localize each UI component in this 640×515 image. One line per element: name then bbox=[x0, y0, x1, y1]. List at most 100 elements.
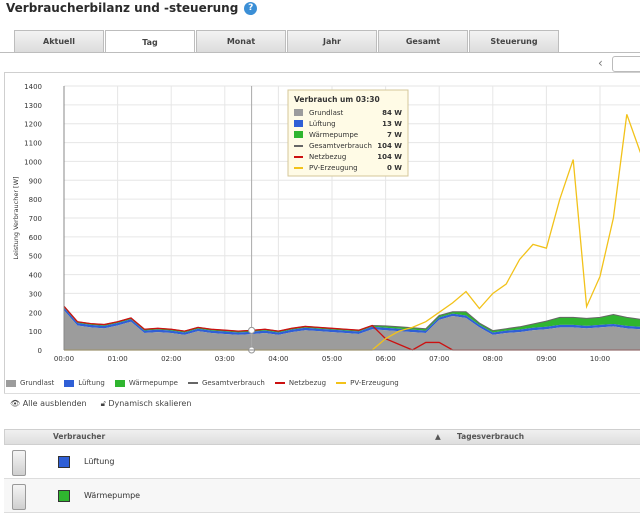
header-daily[interactable]: Tagesverbrauch bbox=[457, 432, 525, 441]
tooltip-swatch bbox=[294, 109, 303, 116]
color-swatch bbox=[58, 456, 70, 468]
header-consumer[interactable]: Verbraucher bbox=[53, 432, 106, 441]
tab-jahr[interactable]: Jahr bbox=[287, 30, 377, 52]
legend-swatch bbox=[6, 379, 16, 387]
table-row[interactable]: Lüftung bbox=[4, 445, 640, 479]
consumer-name: Lüftung bbox=[84, 457, 115, 466]
x-tick-label: 00:00 bbox=[54, 355, 74, 363]
tooltip-value: 104 W bbox=[377, 142, 402, 150]
legend-swatch bbox=[187, 382, 198, 384]
y-tick-label: 1200 bbox=[24, 121, 42, 129]
legend-item[interactable]: Gesamtverbrauch bbox=[187, 379, 265, 387]
tooltip-value: 104 W bbox=[377, 153, 402, 161]
date-input[interactable] bbox=[612, 56, 640, 72]
consumer-table: Verbraucher ▲ Tagesverbrauch Lüftung Wär… bbox=[4, 429, 640, 513]
page-title-text: Verbraucherbilanz und -steuerung bbox=[6, 1, 239, 15]
table-header: Verbraucher ▲ Tagesverbrauch bbox=[4, 429, 640, 445]
tooltip-value: 84 W bbox=[382, 109, 402, 117]
tooltip-swatch bbox=[294, 156, 303, 158]
legend-swatch bbox=[336, 382, 347, 384]
tab-gesamt[interactable]: Gesamt bbox=[378, 30, 468, 52]
tooltip-swatch bbox=[294, 145, 303, 147]
tab-monat[interactable]: Monat bbox=[196, 30, 286, 52]
legend-label: Wärmepumpe bbox=[128, 379, 178, 387]
y-tick-label: 0 bbox=[38, 347, 42, 355]
page-title: Verbraucherbilanz und -steuerung ? bbox=[6, 1, 258, 15]
x-tick-label: 07:00 bbox=[429, 355, 449, 363]
area-grundlast bbox=[64, 310, 640, 350]
y-tick-label: 200 bbox=[29, 309, 42, 317]
tooltip-value: 0 W bbox=[387, 164, 402, 172]
tab-steuerung[interactable]: Steuerung bbox=[469, 30, 559, 52]
chart-legend: Grundlast Lüftung Wärmepumpe Gesamtverbrauc… bbox=[6, 379, 409, 387]
dynamic-scale-button[interactable]: 🔓︎ Dynamisch skalieren bbox=[100, 399, 192, 408]
legend-item[interactable]: Netzbezug bbox=[274, 379, 327, 387]
legend-label: Lüftung bbox=[78, 379, 105, 387]
device-icon bbox=[12, 484, 26, 510]
divider bbox=[4, 393, 640, 394]
chart-options: 👁︎ Alle ausblenden 🔓︎ Dynamisch skaliere… bbox=[10, 399, 191, 409]
hide-all-button[interactable]: 👁︎ Alle ausblenden bbox=[10, 399, 87, 408]
y-tick-label: 100 bbox=[29, 328, 42, 336]
y-axis-label: Leistung Verbraucher [W] bbox=[12, 176, 20, 259]
x-tick-label: 05:00 bbox=[322, 355, 342, 363]
tab-aktuell[interactable]: Aktuell bbox=[14, 30, 104, 52]
color-swatch bbox=[58, 490, 70, 502]
y-tick-label: 1300 bbox=[24, 102, 42, 110]
x-tick-label: 02:00 bbox=[161, 355, 181, 363]
x-tick-label: 03:00 bbox=[215, 355, 235, 363]
table-row[interactable]: Wärmepumpe bbox=[4, 479, 640, 513]
sort-asc-icon[interactable]: ▲ bbox=[435, 432, 441, 441]
tooltip-box bbox=[287, 89, 409, 177]
dynamic-scale-label: Dynamisch skalieren bbox=[108, 399, 192, 408]
tooltip-label: Wärmepumpe bbox=[309, 131, 358, 139]
tooltip-swatch bbox=[294, 120, 303, 127]
x-tick-label: 10:00 bbox=[590, 355, 610, 363]
tooltip-value: 7 W bbox=[387, 131, 402, 139]
device-icon bbox=[12, 450, 26, 476]
legend-item[interactable]: Grundlast bbox=[6, 379, 54, 387]
hide-all-label: Alle ausblenden bbox=[22, 399, 87, 408]
legend-item[interactable]: Lüftung bbox=[64, 379, 105, 387]
y-tick-label: 500 bbox=[29, 253, 42, 261]
tooltip-label: PV-Erzeugung bbox=[309, 164, 358, 172]
hover-marker bbox=[248, 326, 256, 334]
legend-swatch bbox=[274, 382, 285, 384]
tab-tag[interactable]: Tag bbox=[105, 30, 195, 53]
x-tick-label: 08:00 bbox=[483, 355, 503, 363]
tooltip-label: Gesamtverbrauch bbox=[309, 142, 372, 150]
x-tick-label: 04:00 bbox=[268, 355, 288, 363]
consumption-chart[interactable]: 0 100 200 300 400 500 600 700 800 900 1000 1100 1200… bbox=[4, 72, 640, 372]
tooltip-label: Grundlast bbox=[309, 109, 344, 117]
tab-bar: Aktuell Tag Monat Jahr Gesamt Steuerung bbox=[14, 30, 560, 53]
legend-item[interactable]: PV-Erzeugung bbox=[336, 379, 399, 387]
tooltip-swatch bbox=[294, 167, 303, 169]
legend-swatch bbox=[64, 379, 75, 387]
legend-item[interactable]: Wärmepumpe bbox=[114, 379, 178, 387]
x-tick-label: 06:00 bbox=[376, 355, 396, 363]
legend-label: PV-Erzeugung bbox=[350, 379, 399, 387]
tooltip-label: Lüftung bbox=[309, 120, 336, 128]
tooltip-value: 13 W bbox=[382, 120, 402, 128]
help-icon[interactable]: ? bbox=[244, 1, 258, 15]
y-tick-label: 1100 bbox=[24, 140, 42, 148]
y-tick-label: 900 bbox=[29, 177, 42, 185]
tooltip-title: Verbrauch um 03:30 bbox=[294, 95, 380, 104]
legend-swatch bbox=[114, 379, 125, 387]
y-tick-label: 1000 bbox=[24, 158, 42, 166]
chevron-left-icon[interactable]: ‹ bbox=[598, 56, 603, 70]
tab-divider bbox=[0, 52, 640, 53]
y-tick-label: 300 bbox=[29, 290, 42, 298]
y-tick-label: 600 bbox=[29, 234, 42, 242]
legend-label: Gesamtverbrauch bbox=[201, 379, 265, 387]
x-tick-label: 01:00 bbox=[108, 355, 128, 363]
tooltip-swatch bbox=[294, 131, 303, 138]
y-tick-label: 400 bbox=[29, 272, 42, 280]
legend-label: Grundlast bbox=[20, 379, 55, 387]
legend-label: Netzbezug bbox=[288, 379, 327, 387]
y-tick-label: 1400 bbox=[24, 83, 42, 91]
consumer-name: Wärmepumpe bbox=[84, 491, 141, 500]
y-tick-label: 800 bbox=[29, 196, 42, 204]
y-tick-label: 700 bbox=[29, 215, 42, 223]
tooltip-label: Netzbezug bbox=[309, 153, 346, 161]
